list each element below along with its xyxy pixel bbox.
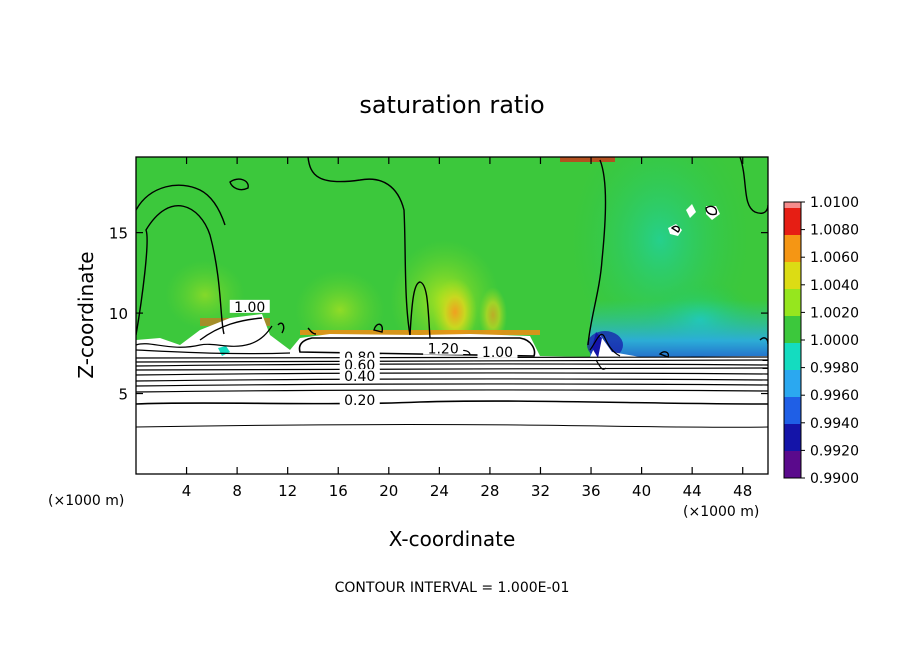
contour-label: 0.20 <box>344 393 375 409</box>
x-axis: 4 8 12 16 20 24 28 32 36 40 44 48 <box>182 157 752 500</box>
colorbar-swatch <box>784 262 801 289</box>
y-tick-label: 5 <box>118 386 128 404</box>
colorbar-label: 1.0080 <box>810 223 859 239</box>
contour-label: 1.20 <box>428 342 459 358</box>
colorbar-swatch <box>784 289 801 316</box>
contour-label: 1.00 <box>482 345 513 361</box>
x-axis-label: X-coordinate <box>389 527 516 551</box>
x-tick-label: 16 <box>329 482 348 500</box>
x-tick-label: 44 <box>683 482 702 500</box>
colorbar-label: 0.9940 <box>810 416 859 432</box>
contour-label-box <box>477 344 518 358</box>
colorbar-swatch <box>784 235 801 262</box>
x-tick-label: 36 <box>581 482 600 500</box>
x-tick-label: 28 <box>480 482 499 500</box>
y-axis: 5 10 15 <box>109 225 768 404</box>
x-tick-label: 24 <box>430 482 449 500</box>
contour-labels: 1.001.20 1.000.800.600.400.20 <box>229 299 518 409</box>
colorbar-label: 1.0040 <box>810 278 859 294</box>
chart-title: saturation ratio <box>359 91 544 119</box>
x-tick-label: 40 <box>632 482 651 500</box>
x-tick-label: 12 <box>278 482 297 500</box>
colorbar-swatch <box>784 451 801 478</box>
contour-label: 1.00 <box>234 300 265 316</box>
colorbar-label: 1.0000 <box>810 333 859 349</box>
colorbar-label: 1.0060 <box>810 250 859 266</box>
colorbar-label: 0.9920 <box>810 443 859 459</box>
y-tick-label: 10 <box>109 305 128 323</box>
colorbar-label: 1.0100 <box>810 195 859 211</box>
y-tick-label: 15 <box>109 225 128 243</box>
contour-label-box <box>229 299 270 313</box>
contour-label-box <box>423 341 464 355</box>
contour-label-box <box>339 357 380 371</box>
colorbar-label: 0.9980 <box>810 361 859 377</box>
colorbar-label: 0.9900 <box>810 471 859 487</box>
contour-lines <box>136 157 768 358</box>
colorbar: 1.0100 1.0080 1.0060 1.0040 1.0020 1.0000 0.99… <box>783 195 859 487</box>
colorbar-swatch <box>784 208 801 235</box>
colorbar-swatch <box>784 397 801 424</box>
colorbar-swatch <box>784 370 801 397</box>
colorbar-swatch <box>784 316 801 343</box>
y-axis-label: Z-coordinate <box>74 251 98 378</box>
colorbar-swatch <box>784 202 801 208</box>
colorbar-swatch <box>784 424 801 451</box>
heatmap-field <box>136 157 768 474</box>
contour-label-box <box>339 369 380 383</box>
colorbar-label: 1.0020 <box>810 305 859 321</box>
x-tick-label: 20 <box>379 482 398 500</box>
x-unit-label: (×1000 m) <box>683 504 759 520</box>
contour-interval-note: CONTOUR INTERVAL = 1.000E-01 <box>335 580 570 596</box>
plot-frame <box>135 156 769 475</box>
x-tick-label: 8 <box>232 482 242 500</box>
colorbar-label: 0.9960 <box>810 388 859 404</box>
contour-label: 0.40 <box>344 369 375 385</box>
x-tick-label: 48 <box>733 482 752 500</box>
x-tick-label: 32 <box>531 482 550 500</box>
contour-label-box <box>339 393 380 407</box>
colorbar-swatch <box>784 343 801 370</box>
z-unit-label: (×1000 m) <box>48 493 124 509</box>
x-tick-label: 4 <box>182 482 192 500</box>
